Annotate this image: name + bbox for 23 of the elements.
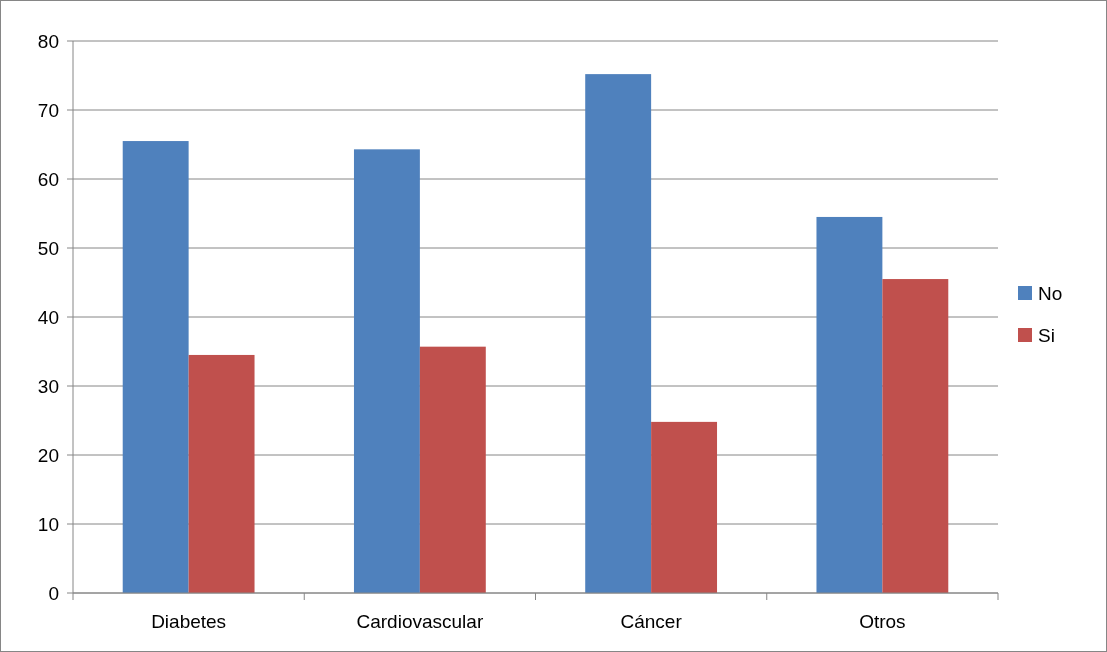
bar [651,421,718,593]
y-tick-label: 10 [37,513,59,535]
legend-label: No [1038,282,1063,304]
bar [419,346,486,593]
legend-label: Si [1038,324,1055,346]
y-tick-label: 70 [37,99,59,121]
x-tick-label: Otros [859,611,906,632]
x-tick-label: Cardiovascular [356,611,484,632]
y-tick-label: 20 [37,444,59,466]
y-tick-label: 30 [37,375,59,397]
bar [585,74,652,593]
bar [882,279,949,593]
x-tick-label: Diabetes [151,611,227,632]
y-tick-label: 0 [48,582,59,604]
bar [816,216,883,593]
bar [122,141,189,593]
bar [188,354,255,593]
bar [353,149,420,593]
y-tick-label: 60 [37,168,59,190]
x-tick-label: Cáncer [620,611,683,632]
y-tick-label: 80 [37,30,59,52]
y-tick-label: 40 [37,306,59,328]
y-tick-label: 50 [37,237,59,259]
